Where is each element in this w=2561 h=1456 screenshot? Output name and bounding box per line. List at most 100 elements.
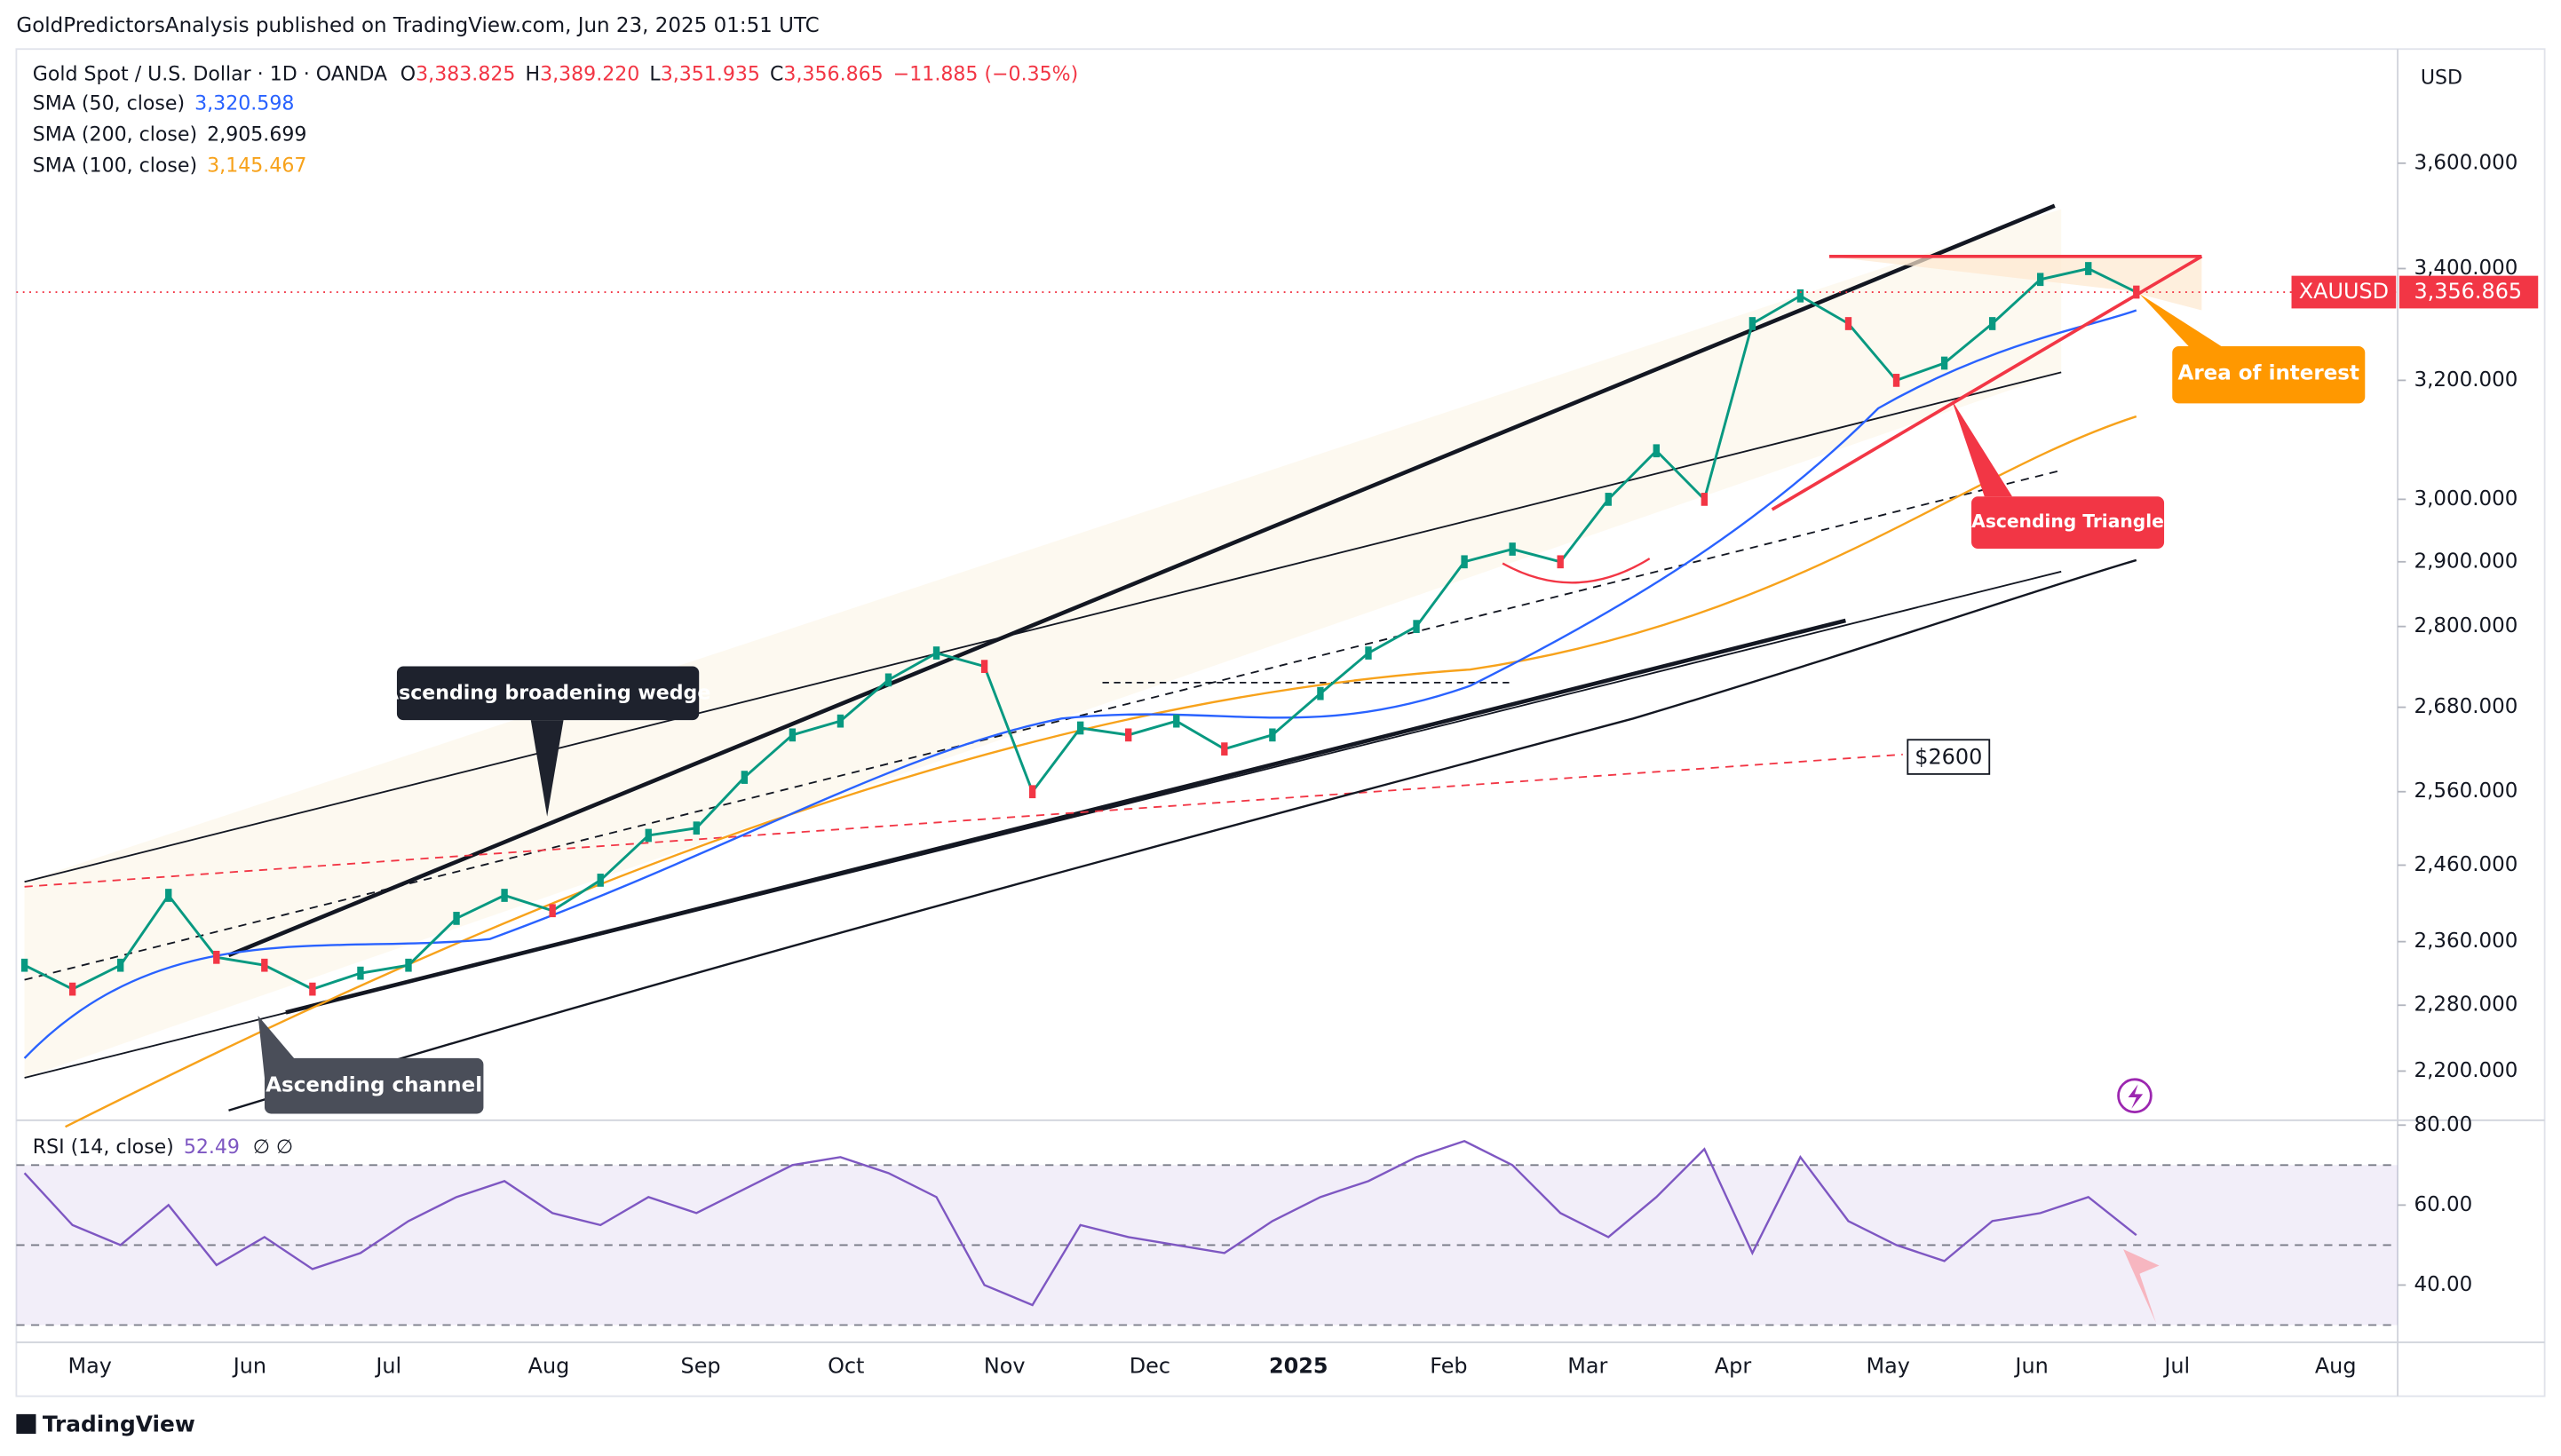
channel-label: Ascending channel [266,1074,482,1097]
candle [1988,317,1996,330]
rsi-value: 52.49 [184,1136,240,1159]
alert-icon[interactable] [2117,1078,2153,1113]
rsi-extra: ∅ ∅ [253,1136,293,1159]
candle [20,958,28,972]
candle [2133,285,2140,299]
rsi-arrow [2123,1249,2160,1323]
candle [741,771,749,784]
candle [1701,493,1709,506]
candle [2085,262,2092,275]
symbol-tag [2291,275,2397,309]
price-tick-label: 2,800.000 [2414,614,2517,637]
price-tick-label: 3,000.000 [2414,487,2517,510]
publisher: GoldPredictorsAnalysis published on Trad… [16,14,819,37]
ohlc-key: L [649,64,661,86]
price-tag [2398,275,2539,309]
ohlc-value: 3,389.220 [540,64,639,86]
rsi-legend: RSI (14, close) 52.49 ∅ ∅ [33,1136,293,1159]
price-tick-label: 2,900.000 [2414,550,2517,573]
candle [1557,555,1564,569]
level-line [24,753,1903,888]
price-tick-label: 2,460.000 [2414,853,2517,876]
time-label: Jun [232,1354,266,1379]
time-label: Jul [374,1354,401,1379]
symbol: Gold Spot / U.S. Dollar · 1D · OANDA [33,64,387,86]
candle [357,966,364,980]
candle [1077,721,1084,735]
area-pointer [2139,294,2222,346]
candle [309,982,316,996]
candle [693,821,700,835]
rsi-tick-label: 60.00 [2414,1193,2472,1216]
logo-mark [16,1413,36,1434]
ohlc-key: H [525,64,540,86]
candle [1028,785,1036,799]
change: −11.885 (−0.35%) [893,64,1078,86]
candle [1461,555,1468,569]
candle [213,950,220,964]
candle [1317,686,1324,700]
indicator-name: SMA (200, close) [33,124,197,146]
cup [1502,558,1651,584]
ohlc-value: 3,383.825 [416,64,515,86]
candle [1269,728,1276,742]
candle [1173,714,1180,728]
time-label: Nov [984,1354,1026,1379]
price-tick-label: 2,560.000 [2414,779,2517,803]
candle [836,714,844,728]
ohlc-value: 3,356.865 [783,64,883,86]
time-label: May [67,1354,111,1379]
currency: USD [2421,67,2462,89]
time-label: Sep [681,1354,721,1379]
price-tick-label: 3,600.000 [2414,151,2517,174]
rsi-title: RSI (14, close) [33,1136,174,1159]
price-tick-label: 3,200.000 [2414,368,2517,392]
candle [1748,317,1756,330]
legend: Gold Spot / U.S. Dollar · 1D · OANDA O3,3… [33,64,1078,178]
candle [1844,317,1852,330]
price-tag-label: 3,356.865 [2414,279,2522,304]
channel-box [264,1057,484,1114]
triangle-base [1771,255,2203,511]
rsi-tick-label: 40.00 [2414,1273,2472,1296]
indicator: SMA (200, close) 2,905.699 [33,124,307,146]
candle [645,828,652,843]
rsi-tick-label: 80.00 [2414,1113,2472,1136]
wedge-lower [285,618,1846,1015]
candle [549,904,556,918]
sma-200 [228,558,2137,1112]
time-label: Aug [528,1354,570,1379]
candle [1605,493,1612,506]
candle [1365,646,1372,660]
channel-pointer [258,1016,295,1078]
candle [1653,444,1660,458]
indicator: SMA (50, close) 3,320.598 [33,93,295,115]
candle [165,889,172,902]
wedge-pointer [530,720,564,817]
time-label: Aug [2315,1354,2357,1379]
area-fill [1829,256,2202,311]
candle [1509,542,1516,556]
area-label: Area of interest [2178,362,2359,385]
candle [980,660,988,673]
candle [405,958,412,972]
triangle-box [1971,496,2165,550]
time-label: May [1866,1354,1909,1379]
frame [15,48,2546,1397]
ohlc-key: C [770,64,783,86]
price-tick-label: 2,360.000 [2414,930,2517,953]
sma-100 [65,415,2137,1128]
indicator-value: 3,320.598 [194,93,294,115]
time-label: 2025 [1269,1354,1328,1379]
brand: TradingView [43,1412,195,1437]
ohlc-key: O [400,64,416,86]
time-label: Jun [2013,1354,2048,1379]
alert-bolt [2128,1084,2144,1109]
area-box [2172,345,2366,404]
time-label: Mar [1567,1354,1607,1379]
candle [932,646,940,660]
candle [1125,728,1132,742]
sma-50 [23,309,2137,1059]
legend-line: Gold Spot / U.S. Dollar · 1D · OANDA O3,3… [33,64,1078,86]
